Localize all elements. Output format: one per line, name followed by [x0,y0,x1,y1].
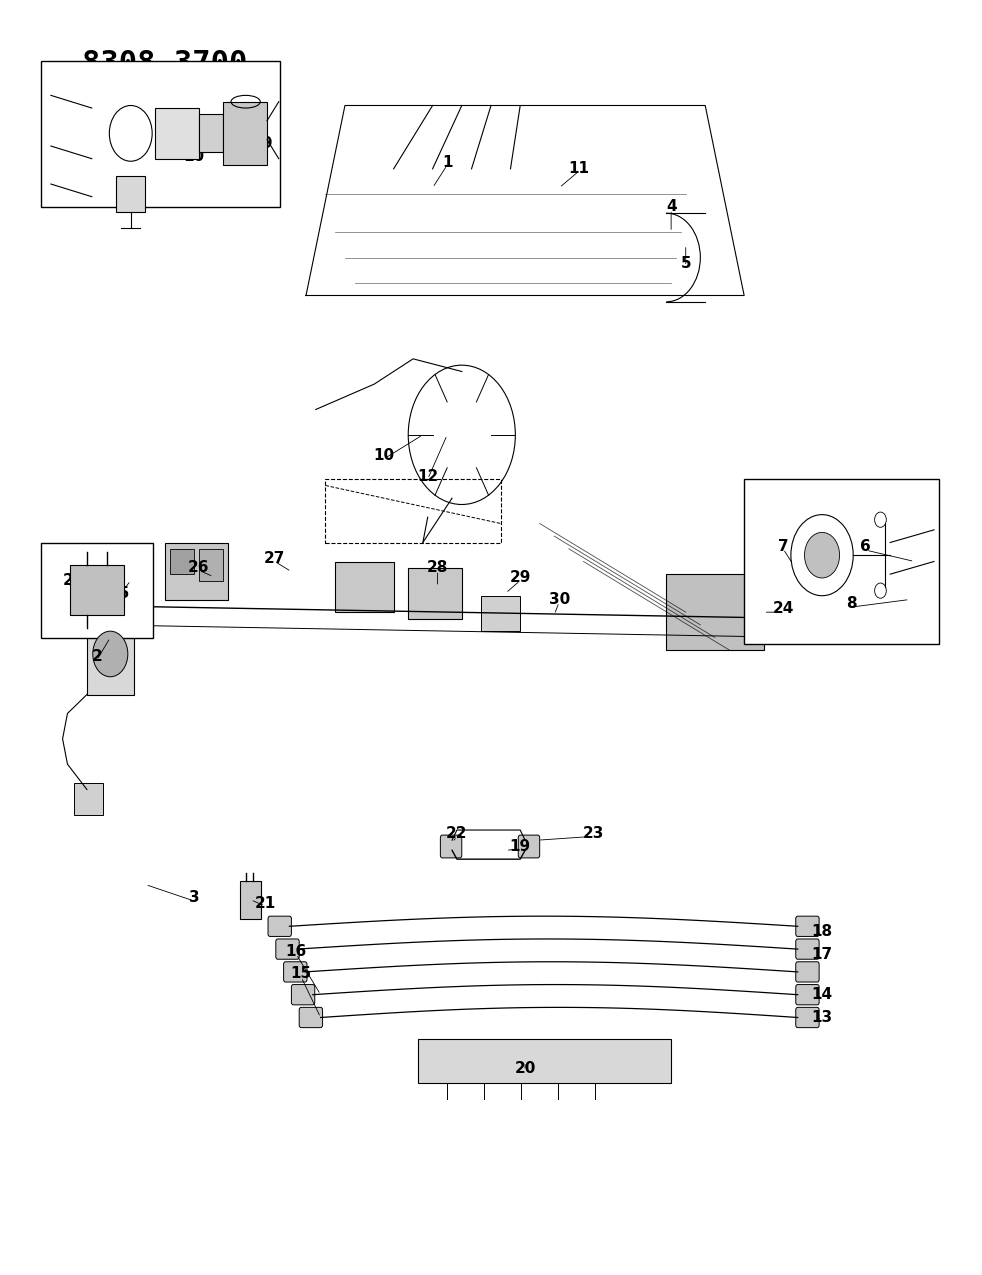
Bar [116,176,145,212]
Bar [409,567,462,618]
Text: 27: 27 [264,552,286,566]
FancyBboxPatch shape [795,938,819,959]
FancyBboxPatch shape [300,1007,322,1028]
Bar [335,561,394,612]
Text: 4: 4 [666,199,677,214]
Text: 16: 16 [286,944,307,959]
Text: 3: 3 [189,890,199,905]
Text: 2A: 2A [63,572,85,588]
Text: 24: 24 [773,601,793,616]
Text: 8: 8 [846,595,856,611]
Circle shape [92,631,128,677]
Bar [240,881,261,919]
Text: 19: 19 [510,839,531,854]
Bar [70,565,125,616]
Text: 14: 14 [811,987,833,1002]
FancyBboxPatch shape [795,961,819,982]
Text: 23: 23 [582,826,604,842]
Bar [223,102,267,164]
FancyBboxPatch shape [284,961,307,982]
Text: 28: 28 [427,560,448,575]
Text: 13: 13 [811,1010,833,1025]
Text: 21: 21 [254,896,276,912]
Text: 5: 5 [681,256,691,272]
Text: 7: 7 [778,539,789,553]
Bar [87,612,134,695]
Bar [101,555,140,599]
Bar [199,548,223,580]
Bar [199,115,223,153]
Text: 2: 2 [91,649,102,664]
Bar [418,1039,671,1084]
Bar [666,574,764,650]
Text: 15: 15 [291,965,311,980]
FancyBboxPatch shape [795,984,819,1005]
Bar [165,542,228,599]
Text: 12: 12 [417,469,438,484]
Text: 18: 18 [811,924,833,938]
Text: 17: 17 [811,946,833,961]
Text: 29: 29 [510,570,531,585]
Bar [75,783,103,815]
Bar [325,479,501,542]
Text: 8308 3700: 8308 3700 [82,48,247,78]
Text: 26: 26 [189,560,209,575]
FancyBboxPatch shape [276,938,300,959]
FancyBboxPatch shape [518,835,540,858]
Text: 30: 30 [549,592,570,607]
Text: 25: 25 [108,585,130,601]
Text: 10: 10 [373,448,395,463]
FancyBboxPatch shape [795,917,819,936]
Text: 22: 22 [446,826,467,842]
Bar [41,61,280,207]
Text: 20: 20 [515,1061,536,1076]
Bar [744,479,939,644]
Bar [170,548,194,574]
Bar [155,108,199,158]
Text: 9: 9 [262,136,272,150]
Text: 1: 1 [442,156,453,170]
FancyBboxPatch shape [268,917,292,936]
Circle shape [804,533,840,578]
Text: 11: 11 [569,162,589,176]
FancyBboxPatch shape [440,835,462,858]
Text: 6: 6 [860,539,871,553]
Bar [41,542,153,638]
FancyBboxPatch shape [795,1007,819,1028]
FancyBboxPatch shape [292,984,315,1005]
Text: 10: 10 [184,149,204,163]
Bar [481,595,520,631]
